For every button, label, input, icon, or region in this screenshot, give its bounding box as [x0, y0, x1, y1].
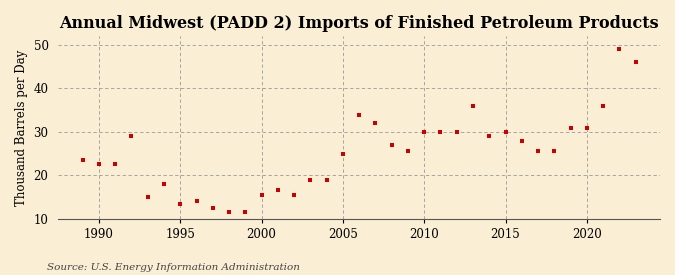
- Point: [354, 112, 364, 117]
- Point: [614, 47, 625, 51]
- Point: [597, 104, 608, 108]
- Point: [468, 104, 479, 108]
- Point: [418, 130, 429, 134]
- Text: Source: U.S. Energy Information Administration: Source: U.S. Energy Information Administ…: [47, 263, 300, 272]
- Point: [484, 134, 495, 138]
- Point: [370, 121, 381, 125]
- Point: [191, 199, 202, 204]
- Point: [338, 151, 348, 156]
- Point: [94, 162, 105, 167]
- Point: [516, 138, 527, 143]
- Point: [207, 206, 218, 210]
- Point: [240, 210, 250, 214]
- Point: [305, 177, 316, 182]
- Point: [175, 201, 186, 206]
- Point: [77, 158, 88, 162]
- Point: [452, 130, 462, 134]
- Point: [565, 125, 576, 130]
- Point: [110, 162, 121, 167]
- Point: [549, 149, 560, 154]
- Point: [321, 177, 332, 182]
- Point: [159, 182, 169, 186]
- Point: [402, 149, 413, 154]
- Point: [386, 143, 397, 147]
- Point: [273, 188, 284, 193]
- Title: Annual Midwest (PADD 2) Imports of Finished Petroleum Products: Annual Midwest (PADD 2) Imports of Finis…: [59, 15, 659, 32]
- Point: [581, 125, 592, 130]
- Point: [142, 195, 153, 199]
- Point: [533, 149, 543, 154]
- Y-axis label: Thousand Barrels per Day: Thousand Barrels per Day: [15, 50, 28, 206]
- Point: [630, 60, 641, 65]
- Point: [256, 193, 267, 197]
- Point: [500, 130, 511, 134]
- Point: [223, 210, 234, 214]
- Point: [289, 193, 300, 197]
- Point: [435, 130, 446, 134]
- Point: [126, 134, 137, 138]
